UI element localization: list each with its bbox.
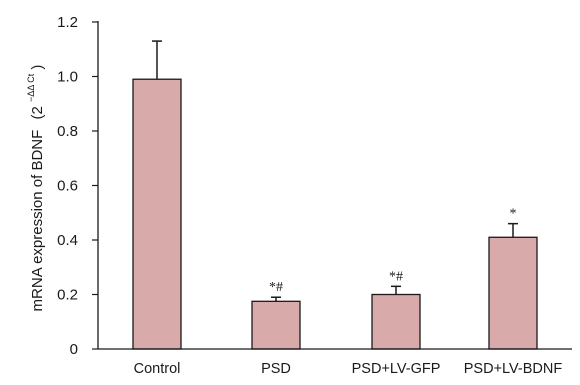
- bar: [251, 300, 301, 350]
- x-axis: Control PSD PSD+LV-GFP PSD+LV-BDNF: [98, 348, 572, 377]
- y-tick-label: 1.2: [57, 14, 78, 31]
- significance-marker: *#: [269, 280, 283, 295]
- bar: [371, 293, 421, 350]
- y-tick-label: 0.8: [57, 123, 78, 140]
- y-tick-label: 1.0: [57, 69, 78, 86]
- y-tick-label: 0.4: [57, 232, 78, 249]
- y-tick-label: 0.6: [57, 178, 78, 195]
- bars: *# *# *: [132, 40, 538, 350]
- y-axis-label-text: mRNA expression of BDNF: [29, 130, 46, 312]
- y-axis-unit-close: ): [29, 65, 46, 70]
- significance-marker: *#: [389, 269, 403, 284]
- y-axis-label: mRNA expression of BDNF (2 −ΔΔ Ct ): [21, 65, 46, 312]
- y-axis: 0 0.2 0.4 0.6 0.8 1.0 1.2: [57, 14, 99, 358]
- x-category-label: PSD+LV-BDNF: [464, 361, 563, 377]
- y-axis-unit-exponent: −ΔΔ Ct: [26, 73, 36, 102]
- y-axis-unit-base: (2: [29, 106, 46, 119]
- x-category-label: PSD+LV-GFP: [352, 361, 441, 377]
- bar: [488, 236, 538, 350]
- y-tick-label: 0: [70, 341, 78, 358]
- bar: [132, 78, 182, 350]
- y-tick-label: 0.2: [57, 287, 78, 304]
- significance-marker: *: [510, 207, 517, 222]
- x-category-label: Control: [134, 361, 181, 377]
- x-category-label: PSD: [261, 361, 291, 377]
